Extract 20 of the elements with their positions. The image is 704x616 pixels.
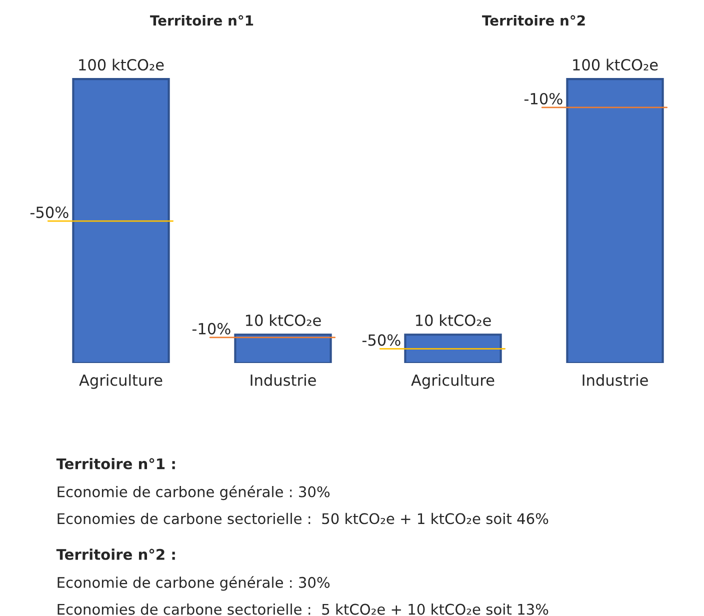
data-label: 10 ktCO₂e bbox=[246, 314, 321, 326]
data-label: 100 ktCO₂e bbox=[79, 58, 164, 71]
annotation: -50% bbox=[30, 206, 68, 218]
text: Economies de carbone sectorielle : 5 ktCO₂e + 10 ktCO₂e soit 13% bbox=[58, 604, 548, 615]
text: Territoire n°2 : bbox=[56, 548, 175, 560]
chart-title: Territoire n°1 bbox=[150, 15, 254, 26]
chart-title: Territoire n°2 bbox=[482, 15, 585, 26]
x-tick-label: Agriculture bbox=[411, 374, 494, 389]
data-label: 10 ktCO₂e bbox=[416, 314, 491, 326]
data-label: 100 ktCO₂e bbox=[573, 58, 658, 71]
x-tick-label: Industrie bbox=[250, 374, 316, 386]
annotation: -10% bbox=[524, 92, 562, 105]
text: Economie de carbone générale : 30% bbox=[58, 576, 330, 591]
x-tick-label: Agriculture bbox=[79, 374, 162, 389]
text: Territoire n°1 : bbox=[56, 458, 175, 470]
text: Economie de carbone générale : 30% bbox=[58, 485, 330, 500]
text: Economies de carbone sectorielle : 50 ktCO₂e + 1 ktCO₂e soit 46% bbox=[58, 512, 548, 524]
annotation: -50% bbox=[362, 334, 400, 346]
x-tick-label: Industrie bbox=[582, 374, 648, 386]
annotation: -10% bbox=[192, 322, 230, 334]
